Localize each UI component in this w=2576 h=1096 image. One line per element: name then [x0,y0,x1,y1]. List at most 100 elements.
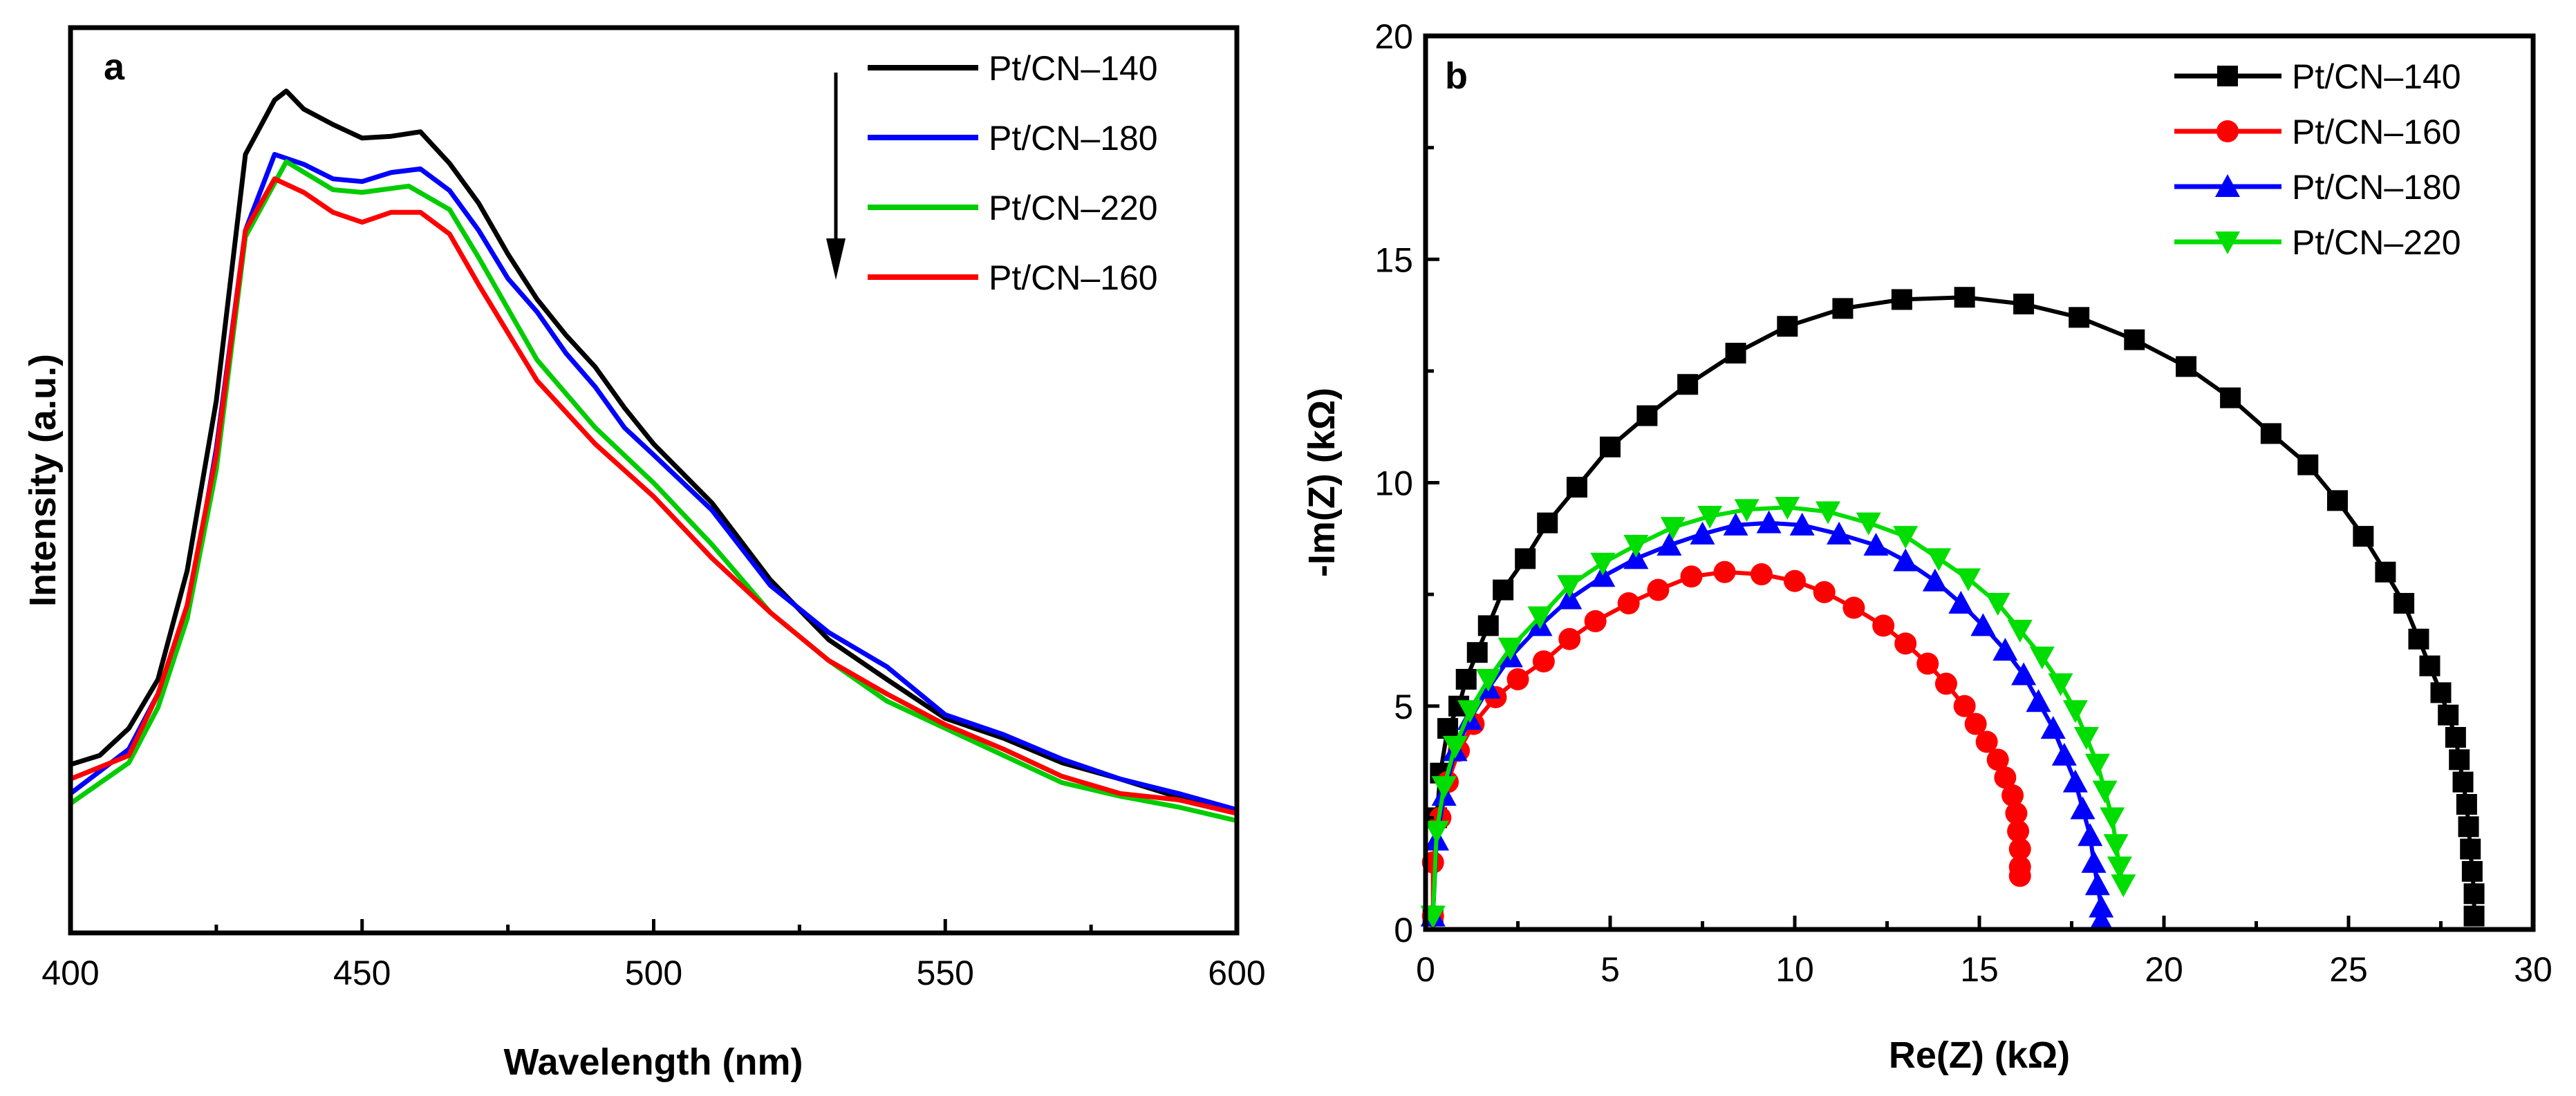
data-point [2092,780,2118,804]
x-tick-label: 400 [41,954,99,992]
data-point [2445,727,2466,748]
data-point [1975,730,1998,753]
legend-label-3: Pt/CN–220 [2292,223,2461,262]
y-tick-label: 5 [1394,688,1413,726]
panel-b-legend: Pt/CN–140 Pt/CN–160 Pt/CN–180 Pt/CN–220 [2174,57,2461,262]
data-point [1723,512,1748,536]
data-point [1827,521,1852,545]
data-point [2260,423,2281,444]
data-point [2073,727,2099,750]
y-tick-label: 20 [1374,17,1413,56]
data-point [1506,668,1529,690]
data-point [2062,769,2088,793]
panel-b: 0 5 10 15 20 25 30 0 5 10 15 20 b Re(Z) (kΩ) -Im(Z)… [1301,17,2552,1076]
data-point [2456,793,2477,815]
data-point [1856,512,1881,536]
data-point [1916,652,1939,675]
legend-label-0: Pt/CN–140 [989,49,1158,88]
data-point [2008,864,2031,887]
data-point [1789,512,1815,536]
series-line-2 [1430,520,2104,921]
data-point [1985,593,2010,616]
data-point [1442,735,1468,759]
data-point [1725,343,1746,364]
data-point [1437,718,1459,739]
data-point [1590,552,1616,576]
x-tick-label: 500 [625,954,682,992]
data-point [1922,568,1948,592]
data-point [2013,293,2035,314]
data-point [1842,596,1865,619]
data-point [1455,668,1477,690]
legend-label-3: Pt/CN–160 [989,258,1158,297]
data-point [1697,505,1723,529]
data-point [1775,497,1800,520]
data-point [1680,565,1703,588]
legend-label-0: Pt/CN–140 [2292,57,2461,96]
data-point [1493,579,1514,601]
data-point [2220,387,2241,408]
data-point [1832,298,1854,319]
x-tick-label: 450 [333,954,391,992]
x-tick-label: 30 [2514,950,2552,989]
data-point [2461,860,2483,882]
data-point [1756,510,1782,533]
data-point [2393,593,2415,614]
legend-label-2: Pt/CN–180 [2292,168,2461,207]
y-tick-label: 15 [1374,240,1413,279]
panel-b-xlabel: Re(Z) (kΩ) [1889,1034,2070,1076]
data-point [1557,575,1583,598]
data-point [1600,436,1621,457]
data-point [2419,655,2440,677]
data-point [2438,704,2459,726]
data-point [2008,838,2031,860]
data-point [1893,526,1919,549]
data-point [1647,578,1670,601]
data-point [1527,606,1553,630]
x-tick-label: 5 [1600,950,1620,989]
data-point [1431,776,1457,800]
data-point [2051,742,2077,766]
panel-b-ylabel: -Im(Z) (kΩ) [1301,388,1343,577]
data-point [2062,700,2088,724]
data-point [1566,476,1587,498]
data-point [2452,771,2474,793]
data-point [1734,499,1760,522]
data-point [2100,807,2125,831]
data-point [2408,628,2429,650]
data-point [2069,307,2090,328]
legend-marker-2 [2215,174,2240,197]
data-point [1457,700,1483,724]
data-point [2089,908,2114,932]
data-point [1992,637,2018,661]
data-point [1750,563,1773,586]
data-point [2007,619,2033,643]
data-point [2011,662,2037,686]
data-point [2458,816,2479,838]
data-point [2375,561,2396,583]
data-point [1656,533,1682,556]
panel-b-label: b [1445,55,1468,97]
data-point [1713,560,1736,583]
panel-a-legend: Pt/CN–140 Pt/CN–180 Pt/CN–220 Pt/CN–160 [826,49,1158,297]
data-point [2463,883,2485,905]
data-point [2107,856,2132,880]
data-point [2007,820,2030,842]
data-point [1475,668,1501,692]
data-point [1994,766,2017,789]
data-point [1424,820,1450,844]
data-point [1617,592,1640,615]
data-point [1690,521,1715,545]
data-point [2026,689,2051,712]
data-point [1660,517,1686,540]
data-point [2124,329,2145,350]
data-point [1894,632,1917,655]
data-point [1784,569,1806,592]
data-point [1954,287,1975,308]
data-point [1537,512,1558,533]
data-point [2449,749,2470,771]
data-point [2040,716,2066,739]
data-point [2460,838,2481,860]
data-point [2089,894,2114,918]
panel-a-label: a [104,46,125,88]
